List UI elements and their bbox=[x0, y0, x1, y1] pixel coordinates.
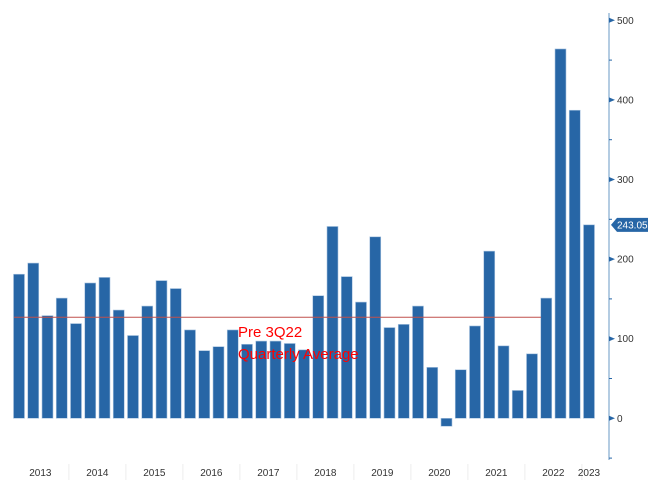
bar-2Q20 bbox=[426, 367, 439, 419]
bars bbox=[13, 48, 595, 427]
bar-2Q13 bbox=[27, 262, 40, 419]
bar-1Q16 bbox=[184, 329, 196, 419]
x-tick-label: 2021 bbox=[485, 468, 508, 479]
y-tick-label: 100 bbox=[617, 334, 634, 345]
last-value-tag: 243.05 bbox=[611, 217, 648, 232]
bar-4Q17 bbox=[283, 343, 296, 419]
bar-2Q18 bbox=[312, 295, 325, 419]
bar-1Q23 bbox=[583, 224, 595, 419]
bar-2Q22 bbox=[540, 297, 553, 419]
bar-1Q18 bbox=[298, 349, 310, 419]
y-tick bbox=[609, 256, 615, 262]
bar-4Q15 bbox=[169, 288, 182, 419]
bar-1Q17 bbox=[241, 343, 253, 419]
x-tick-label: 2020 bbox=[428, 468, 451, 479]
bar-3Q14 bbox=[98, 277, 111, 419]
bar-4Q18 bbox=[340, 276, 353, 419]
bar-3Q21 bbox=[497, 345, 510, 419]
y-tick-label: 0 bbox=[617, 414, 623, 425]
bar-4Q22 bbox=[568, 109, 581, 419]
bar-3Q19 bbox=[383, 327, 396, 419]
y-tick-label: 500 bbox=[617, 16, 634, 27]
x-tick-label: 2014 bbox=[86, 468, 109, 479]
y-axis: 0 100 200 300 400 500 bbox=[608, 13, 634, 460]
last-value-label: 243.05 bbox=[617, 220, 648, 231]
bar-4Q13 bbox=[55, 297, 68, 419]
x-tick-label: 2017 bbox=[257, 468, 280, 479]
bar-3Q18 bbox=[326, 226, 339, 419]
reference-label-line2: Quarterly Average bbox=[238, 346, 359, 363]
bar-1Q22 bbox=[526, 353, 538, 419]
x-tick-label: 2022 bbox=[542, 468, 565, 479]
x-tick-label: 2023 bbox=[578, 468, 601, 479]
bar-1Q21 bbox=[469, 325, 481, 419]
bar-3Q15 bbox=[155, 280, 168, 419]
y-tick-label: 200 bbox=[617, 255, 634, 266]
bar-2Q19 bbox=[369, 236, 382, 419]
last-value-tag-box bbox=[611, 217, 648, 232]
bar-2Q17 bbox=[255, 340, 268, 419]
bar-3Q16 bbox=[212, 346, 225, 419]
bar-3Q17 bbox=[269, 340, 282, 419]
bar-4Q19 bbox=[397, 324, 410, 419]
x-tick-label: 2013 bbox=[29, 468, 52, 479]
bar-2Q15 bbox=[141, 305, 154, 419]
y-tick-label: 300 bbox=[617, 175, 634, 186]
y-tick bbox=[609, 336, 615, 342]
bar-1Q20 bbox=[412, 305, 424, 419]
bar-2Q21 bbox=[483, 250, 496, 419]
y-tick bbox=[609, 177, 615, 182]
bar-4Q20 bbox=[454, 369, 467, 419]
x-tick-label: 2019 bbox=[371, 468, 394, 479]
x-tick-label: 2016 bbox=[200, 468, 223, 479]
y-tick-label: 400 bbox=[617, 95, 634, 106]
bar-4Q14 bbox=[112, 309, 125, 419]
bar-2Q14 bbox=[84, 282, 97, 419]
x-axis: 2013 2014 2015 2016 2017 2018 2019 2020 2021 2022… bbox=[29, 464, 601, 480]
bar-3Q20 bbox=[440, 417, 453, 427]
y-tick bbox=[609, 97, 615, 103]
bar-1Q15 bbox=[127, 335, 139, 419]
bar-3Q22 bbox=[554, 48, 567, 419]
y-tick bbox=[609, 415, 615, 421]
bar-1Q19 bbox=[355, 301, 367, 419]
bar-1Q14 bbox=[70, 323, 82, 419]
bar-3Q13 bbox=[41, 315, 54, 419]
bar-4Q21 bbox=[511, 390, 524, 419]
reference-label-line1: Pre 3Q22 bbox=[238, 324, 302, 341]
x-tick-label: 2018 bbox=[314, 468, 337, 479]
bar-2Q16 bbox=[198, 350, 211, 419]
bar-1Q13 bbox=[13, 273, 25, 419]
y-tick bbox=[609, 17, 615, 23]
x-tick-label: 2015 bbox=[143, 468, 166, 479]
bar-4Q16 bbox=[226, 329, 239, 419]
